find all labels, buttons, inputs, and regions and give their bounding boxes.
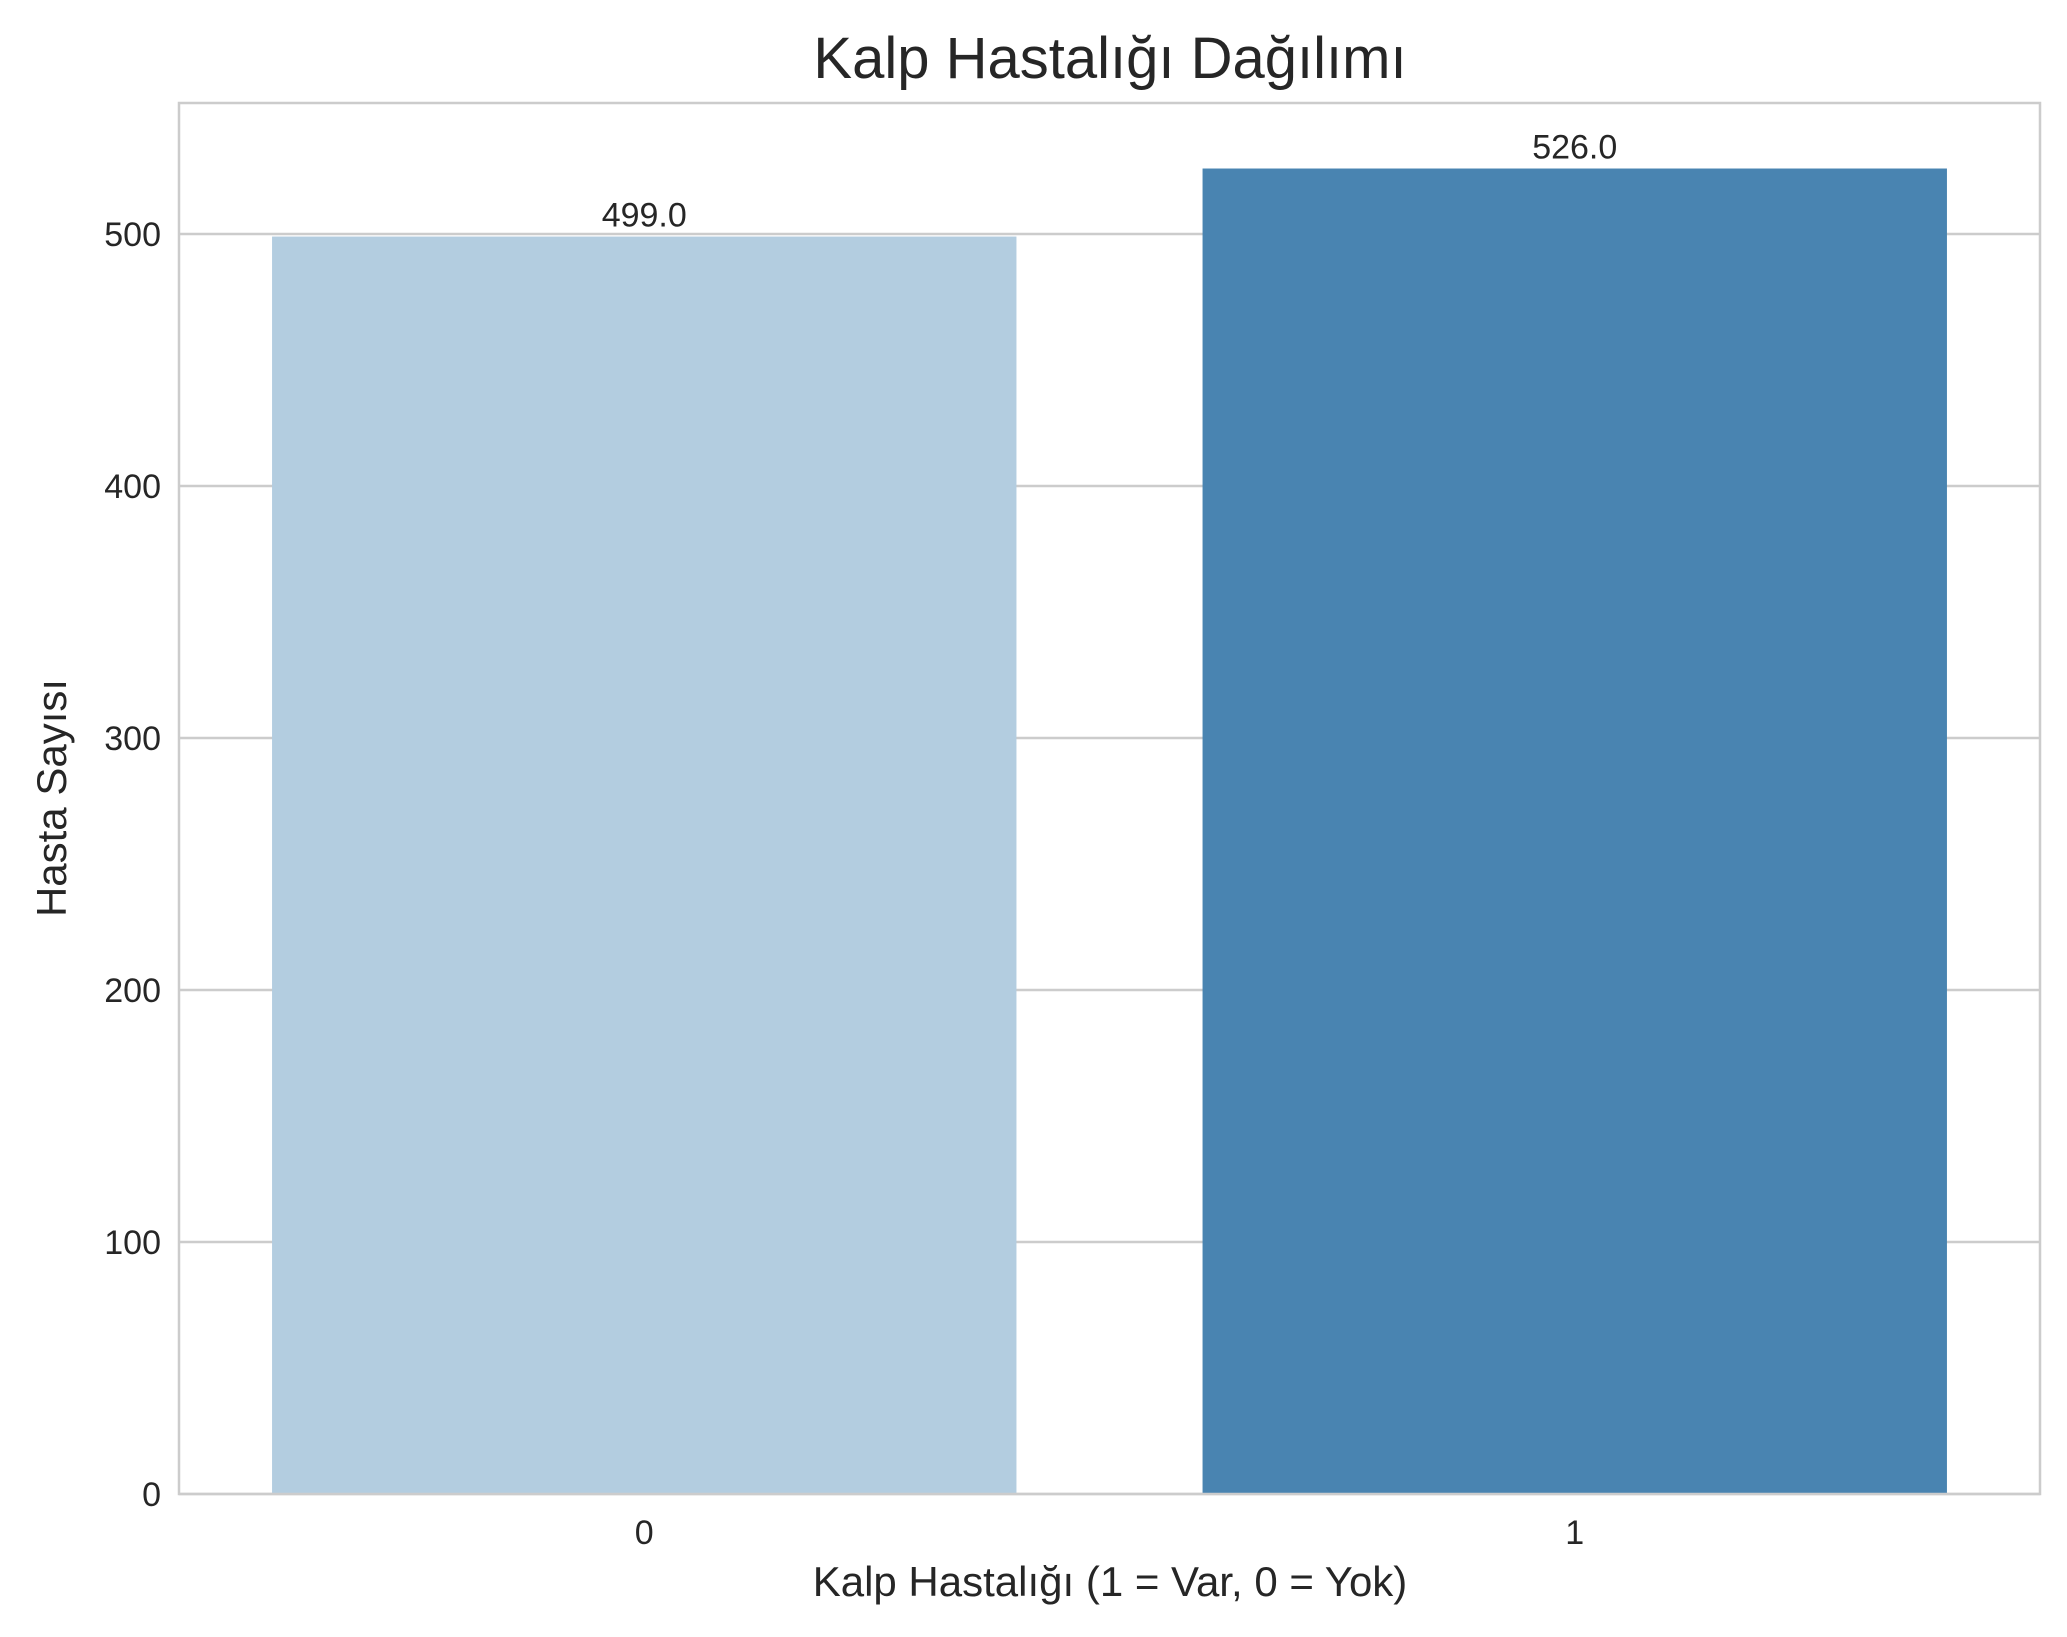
bar <box>272 236 1017 1494</box>
bar-value-labels: 499.0 526.0 <box>602 129 1618 235</box>
y-tick-label: 0 <box>142 1476 161 1514</box>
y-tick-labels: 0 100 200 300 400 500 <box>104 216 161 1514</box>
bar-value-label: 526.0 <box>1532 129 1617 167</box>
y-axis-label: Hasta Sayısı <box>28 679 75 917</box>
x-axis-label: Kalp Hastalığı (1 = Var, 0 = Yok) <box>813 1558 1408 1605</box>
y-tick-label: 400 <box>104 468 161 506</box>
y-tick-label: 100 <box>104 1224 161 1262</box>
y-tick-label: 200 <box>104 972 161 1010</box>
bar-value-label: 499.0 <box>602 197 687 235</box>
y-tick-label: 500 <box>104 216 161 254</box>
chart-title: Kalp Hastalığı Dağılımı <box>813 26 1406 91</box>
bars-group <box>272 168 1947 1495</box>
bar <box>1202 168 1947 1495</box>
x-tick-label: 1 <box>1565 1514 1584 1552</box>
plot-frame <box>177 101 2042 1496</box>
y-tick-label: 300 <box>104 720 161 758</box>
x-tick-label: 0 <box>635 1514 654 1552</box>
